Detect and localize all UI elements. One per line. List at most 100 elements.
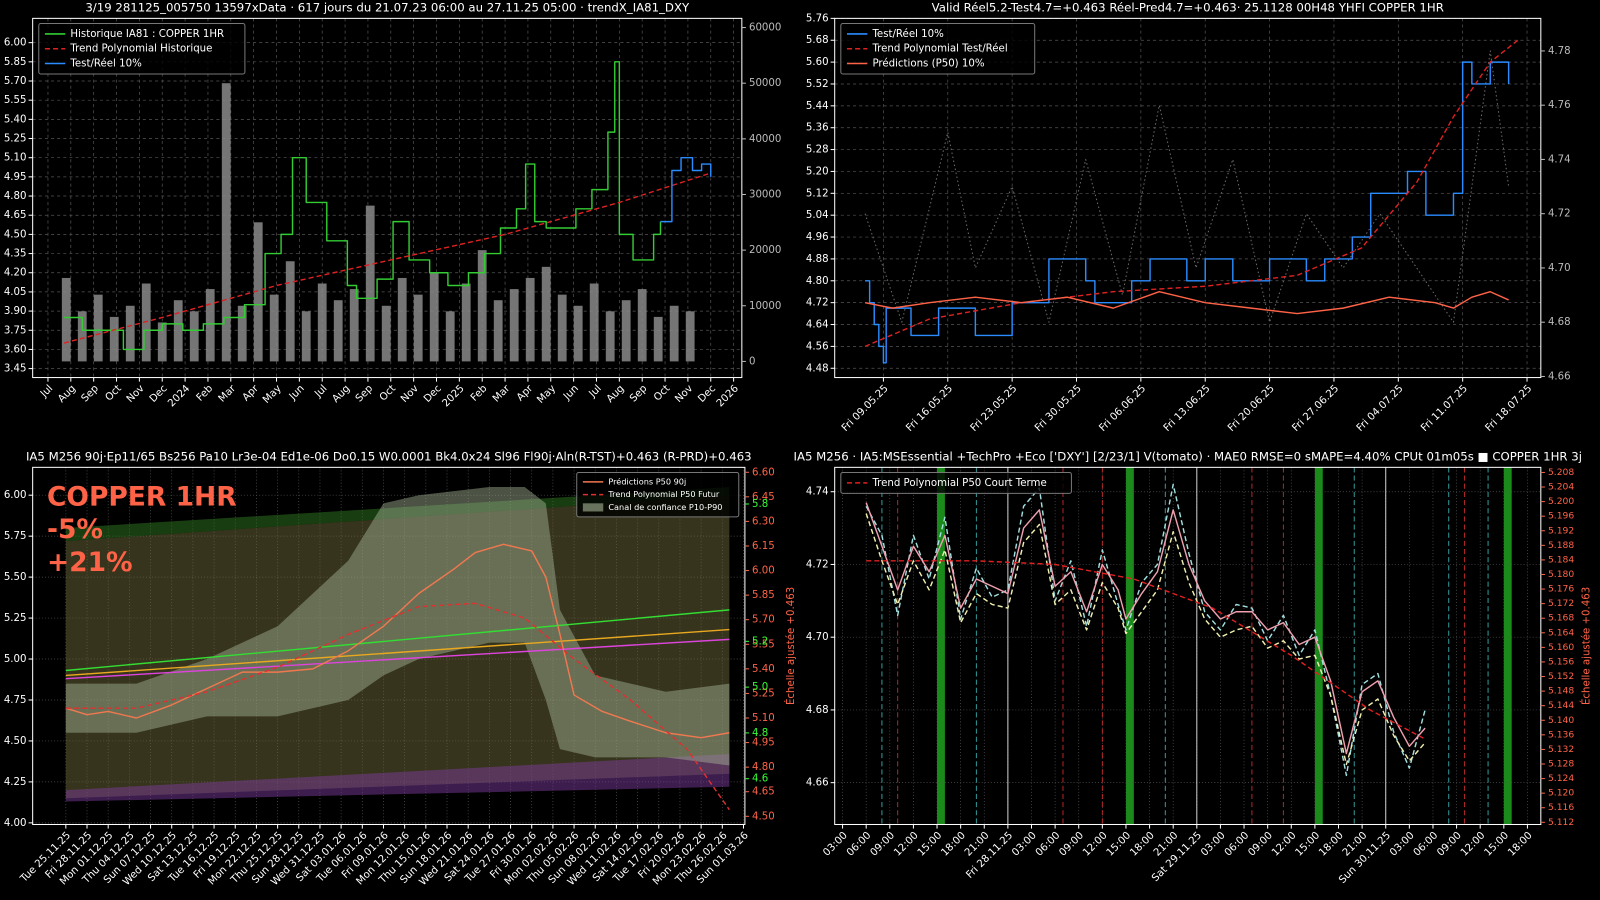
- y2-tick-label: 4.74: [1548, 154, 1571, 165]
- volume-bar: [285, 261, 295, 362]
- y-tick-label: 5.40: [4, 114, 27, 125]
- volume-bar: [221, 83, 231, 362]
- y2-axis-label: Échelle ajustée +0.463: [784, 587, 797, 705]
- y2-tick-label: 5.188: [1548, 540, 1574, 551]
- volume-bar: [557, 294, 567, 362]
- series-line: [65, 609, 730, 672]
- volume-bar: [669, 305, 679, 362]
- y-tick-label: 4.70: [806, 632, 829, 643]
- y-tick-label: 5.25: [4, 134, 27, 145]
- y2-tick-label: 6.15: [752, 541, 775, 552]
- y-tick-label: 4.68: [806, 705, 829, 716]
- y2-tick-label: 5.70: [752, 615, 775, 626]
- y-tick-label: 5.00: [4, 654, 27, 665]
- legend-box: [840, 22, 1036, 75]
- y2-tick-label: 5.196: [1548, 511, 1574, 522]
- volume-bar: [301, 311, 311, 362]
- volume-bar: [125, 305, 135, 362]
- volume-bar: [189, 311, 199, 362]
- y-tick-label: 5.28: [806, 145, 829, 156]
- series-line: [63, 172, 711, 344]
- volume-bar: [365, 205, 375, 362]
- y-tick-label: 4.96: [806, 232, 829, 243]
- y2-tick-label: 40000: [749, 134, 781, 145]
- chart-title: IA5 M256 90j·Ep11/65 Bs256 Pa10 Lr3e-04 …: [26, 450, 752, 464]
- volume-bar: [461, 283, 471, 362]
- y2-tick-label: 4.76: [1548, 100, 1571, 111]
- legend-label: Historique IA81 : COPPER 1HR: [70, 29, 224, 40]
- y2-tick-label: 6.30: [752, 516, 775, 527]
- y2-tick-label: 5.208: [1548, 467, 1574, 478]
- y-tick-label: 5.44: [806, 101, 829, 112]
- volume-bar: [349, 289, 359, 362]
- y2-tick-label: 5.200: [1548, 496, 1574, 507]
- y-tick-label: 6.00: [4, 38, 27, 49]
- series-line: [65, 628, 730, 677]
- y2-tick-label: 5.136: [1548, 729, 1574, 740]
- y2-tick-label: 5.204: [1548, 482, 1574, 493]
- y2-tick-label: 5.132: [1548, 744, 1574, 755]
- legend-box: [38, 22, 246, 75]
- volume-bar: [237, 305, 247, 362]
- plot-frame: [834, 17, 1542, 379]
- legend-box: [576, 471, 740, 518]
- y2-tick-label: 5.144: [1548, 700, 1574, 711]
- chart-title: IA5 M256 · IA5:MSEssential +TechPro +Eco…: [794, 450, 1582, 464]
- volume-bar: [205, 289, 215, 362]
- volume-bar: [381, 305, 391, 362]
- y-tick-label: 4.00: [4, 818, 27, 829]
- y-tick-label: 4.72: [806, 298, 829, 309]
- series-line: [65, 638, 730, 680]
- y-tick-label: 4.48: [806, 363, 829, 374]
- y2-tick-label: 4.95: [752, 738, 775, 749]
- y-tick-label: 5.85: [4, 57, 27, 68]
- volume-bar: [141, 283, 151, 362]
- overlay-text: +21%: [47, 547, 133, 578]
- y-tick-label: 3.90: [4, 306, 27, 317]
- y-tick-label: 5.70: [4, 76, 27, 87]
- series-line: [65, 543, 730, 739]
- y2-tick-label: 60000: [749, 23, 781, 34]
- confidence-band: [65, 487, 730, 766]
- y-tick-label: 3.60: [4, 344, 27, 355]
- legend-label: Trend Polynomial P50 Court Terme: [871, 478, 1046, 489]
- volume-bar: [93, 294, 103, 362]
- confidence-band: [65, 495, 730, 799]
- volume-bar: [541, 266, 551, 362]
- legend-label: Trend Polynomial Historique: [69, 44, 212, 55]
- y2-tick-label: 5.168: [1548, 613, 1574, 624]
- volume-bar: [317, 283, 327, 362]
- y2-tick-label: 4.72: [1548, 209, 1571, 220]
- volume-bar: [573, 305, 583, 362]
- y2-tick-label: 5.180: [1548, 569, 1574, 580]
- plot-frame: [32, 466, 746, 825]
- y2-tick-label: 30000: [749, 189, 781, 200]
- y-tick-label: 5.25: [4, 613, 27, 624]
- volume-bar: [253, 222, 263, 362]
- y3-tick-label: 5.0: [752, 682, 768, 693]
- legend-box: [840, 471, 1072, 494]
- y-tick-label: 4.66: [806, 778, 829, 789]
- y2-tick-label: 5.176: [1548, 584, 1574, 595]
- y2-axis-label: Échelle ajustée +0.463: [1580, 587, 1593, 705]
- y-tick-label: 6.00: [4, 490, 27, 501]
- y2-tick-label: 5.152: [1548, 671, 1574, 682]
- legend-label: Prédictions (P50) 10%: [872, 58, 984, 70]
- y2-tick-label: 5.10: [752, 713, 775, 724]
- volume-bar: [413, 294, 423, 362]
- y-tick-label: 4.88: [806, 254, 829, 265]
- y-tick-label: 4.75: [4, 695, 27, 706]
- y-tick-label: 5.60: [806, 57, 829, 68]
- y-tick-label: 5.12: [806, 188, 829, 199]
- y2-tick-label: 4.66: [1548, 371, 1571, 382]
- y-tick-label: 4.80: [806, 276, 829, 287]
- y2-tick-label: 0: [749, 356, 755, 367]
- volume-bar: [637, 289, 647, 362]
- volume-bar: [493, 300, 503, 362]
- series-line: [866, 560, 1426, 740]
- y3-tick-label: 5.8: [752, 499, 768, 510]
- overlay-text: -5%: [47, 514, 103, 545]
- volume-bar: [269, 294, 279, 362]
- legend-label: Trend Polynomial P50 Futur: [607, 489, 720, 499]
